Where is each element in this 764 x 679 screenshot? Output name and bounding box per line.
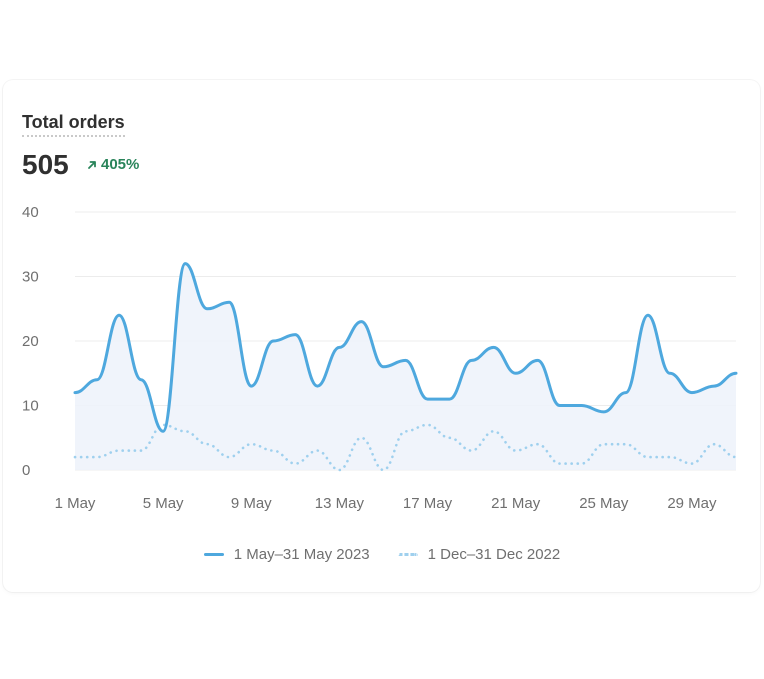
legend-item-current[interactable]: 1 May–31 May 2023 — [203, 546, 370, 563]
chart-series — [73, 262, 738, 472]
y-tick-label: 30 — [22, 269, 39, 286]
series-area-current — [75, 263, 736, 470]
y-tick-label: 20 — [22, 333, 39, 350]
x-tick-label: 5 May — [143, 495, 184, 512]
legend-label-current: 1 May–31 May 2023 — [233, 546, 370, 563]
arrow-up-right-icon — [88, 161, 96, 169]
y-tick-label: 0 — [22, 462, 30, 479]
x-tick-label: 1 May — [55, 495, 96, 512]
x-tick-label: 9 May — [231, 495, 272, 512]
legend-item-previous[interactable]: 1 Dec–31 Dec 2022 — [397, 546, 561, 563]
change-badge: 405% — [86, 156, 139, 174]
x-tick-label: 17 May — [403, 495, 453, 512]
legend-swatch-current — [203, 553, 224, 556]
change-percent: 405% — [101, 156, 140, 173]
y-tick-label: 10 — [22, 398, 39, 415]
line-chart: 0 10 20 30 40 1 May 5 May 9 May 13 May 17 May 21 … — [22, 204, 738, 512]
y-tick-label: 40 — [22, 204, 39, 221]
chart-legend: 1 May–31 May 2023 1 Dec–31 Dec 2022 — [0, 546, 764, 563]
x-tick-label: 29 May — [667, 495, 717, 512]
x-tick-label: 13 May — [315, 495, 365, 512]
x-tick-label: 25 May — [579, 495, 629, 512]
series-line-previous — [73, 423, 738, 472]
x-tick-label: 21 May — [491, 495, 541, 512]
series-line-current — [73, 262, 738, 433]
legend-label-previous: 1 Dec–31 Dec 2022 — [427, 546, 561, 563]
legend-swatch-previous — [397, 553, 418, 556]
total-value: 505 — [22, 149, 69, 180]
x-axis: 1 May 5 May 9 May 13 May 17 May 21 May 25 May 2… — [55, 495, 717, 512]
y-axis: 0 10 20 30 40 — [22, 204, 39, 479]
card-title[interactable]: Total orders — [22, 111, 125, 137]
